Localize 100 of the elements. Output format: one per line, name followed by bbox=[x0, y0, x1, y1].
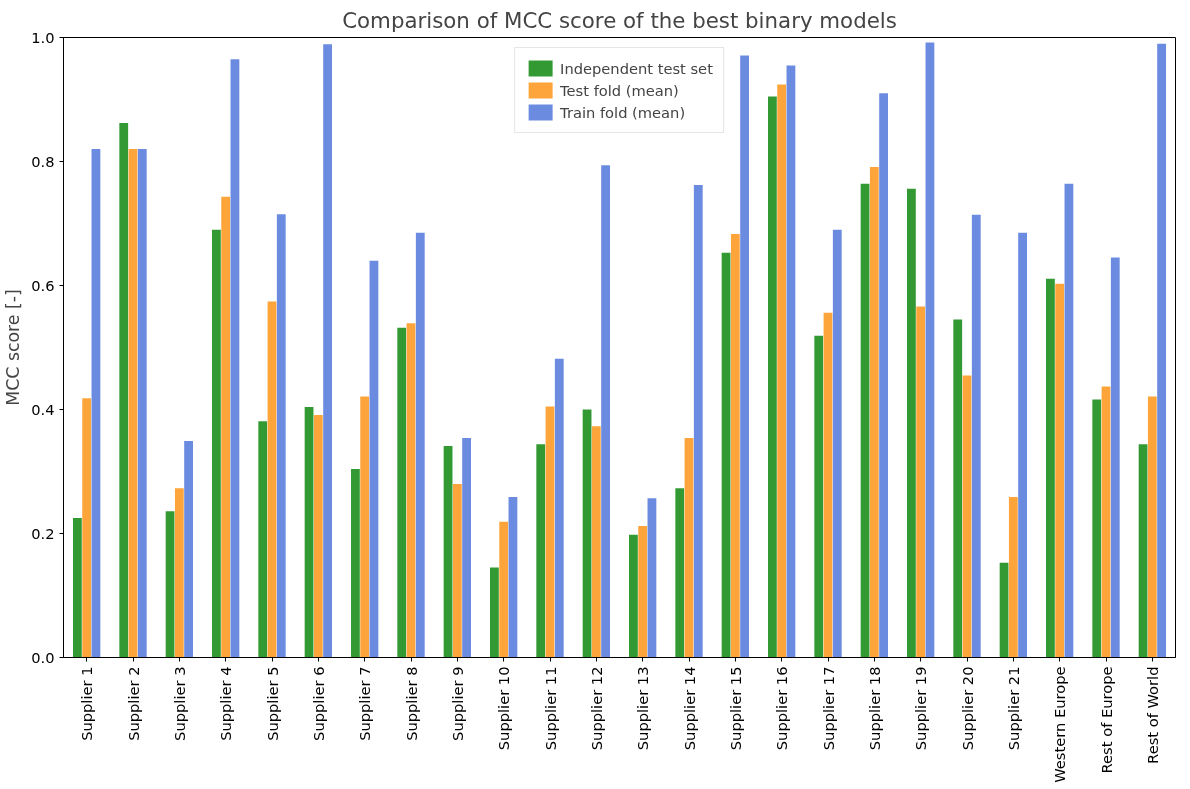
bar bbox=[452, 483, 462, 658]
bar bbox=[443, 446, 453, 658]
bar bbox=[1008, 496, 1018, 658]
bar bbox=[638, 526, 648, 658]
bar bbox=[119, 123, 129, 658]
bar bbox=[999, 562, 1009, 658]
bar bbox=[730, 234, 740, 658]
bar bbox=[582, 409, 592, 658]
x-tick-label: Western Europe bbox=[1051, 666, 1069, 783]
legend-label: Train fold (mean) bbox=[560, 103, 686, 121]
bar bbox=[675, 488, 685, 658]
x-tick-label: Supplier 21 bbox=[1004, 666, 1022, 751]
x-tick-label: Supplier 1 bbox=[78, 666, 96, 741]
y-tick-label: 0.4 bbox=[31, 400, 55, 418]
x-tick-label: Supplier 17 bbox=[819, 666, 837, 751]
x-tick-label: Supplier 5 bbox=[263, 666, 281, 741]
bar bbox=[971, 214, 981, 658]
bar bbox=[907, 188, 916, 658]
bar bbox=[221, 196, 231, 658]
x-tick-label: Supplier 11 bbox=[541, 666, 559, 751]
y-tick-label: 0.2 bbox=[31, 524, 55, 542]
bar bbox=[415, 232, 425, 658]
y-tick-label: 0.6 bbox=[31, 276, 55, 294]
bar bbox=[832, 229, 842, 658]
y-tick-label: 0.0 bbox=[31, 648, 55, 666]
x-tick-label: Supplier 12 bbox=[587, 666, 605, 751]
bar bbox=[212, 229, 221, 658]
x-tick-label: Supplier 6 bbox=[309, 666, 327, 741]
bar bbox=[128, 149, 138, 658]
x-tick-label: Supplier 20 bbox=[958, 666, 976, 751]
bar bbox=[91, 149, 101, 658]
bar bbox=[768, 96, 777, 658]
bar bbox=[916, 306, 926, 658]
x-tick-label: Supplier 19 bbox=[912, 666, 930, 751]
bar bbox=[953, 319, 963, 658]
legend-label: Independent test set bbox=[560, 59, 713, 77]
bar bbox=[629, 534, 638, 658]
bar bbox=[693, 185, 703, 658]
x-tick-label: Supplier 8 bbox=[402, 666, 420, 741]
bar bbox=[740, 55, 749, 658]
bar bbox=[545, 406, 555, 658]
bar bbox=[174, 488, 184, 658]
bar bbox=[1147, 396, 1157, 658]
bar bbox=[397, 327, 407, 658]
chart-title: Comparison of MCC score of the best binary models bbox=[342, 7, 897, 33]
x-tick-label: Supplier 16 bbox=[773, 666, 791, 751]
x-tick-label: Supplier 9 bbox=[448, 666, 466, 741]
bar bbox=[137, 149, 147, 658]
bar bbox=[1064, 183, 1074, 658]
x-tick-label: Supplier 15 bbox=[726, 666, 744, 751]
x-tick-label: Supplier 4 bbox=[217, 666, 235, 741]
bar bbox=[869, 167, 879, 658]
bar bbox=[647, 498, 657, 658]
x-tick-label: Rest of World bbox=[1143, 666, 1161, 764]
x-tick-label: Supplier 3 bbox=[170, 666, 188, 741]
bar bbox=[406, 323, 416, 658]
bar bbox=[601, 165, 610, 658]
bar bbox=[860, 183, 870, 658]
bar bbox=[1092, 399, 1102, 658]
bar bbox=[1101, 386, 1111, 658]
x-tick-label: Supplier 14 bbox=[680, 666, 698, 751]
bar bbox=[554, 358, 564, 658]
y-axis-title: MCC score [-] bbox=[3, 289, 24, 406]
bar bbox=[369, 260, 379, 658]
bar bbox=[536, 444, 546, 658]
bar bbox=[962, 375, 972, 658]
bar bbox=[684, 438, 694, 658]
legend-label: Test fold (mean) bbox=[560, 81, 679, 99]
bar bbox=[351, 469, 360, 658]
bar bbox=[267, 301, 277, 658]
bar bbox=[462, 438, 471, 658]
bar bbox=[258, 421, 268, 658]
x-tick-label: Supplier 7 bbox=[356, 666, 374, 741]
bar bbox=[1138, 444, 1148, 658]
bar bbox=[499, 521, 509, 658]
bar bbox=[230, 59, 240, 658]
bar bbox=[82, 398, 92, 658]
bar bbox=[1055, 283, 1065, 658]
x-tick-label: Supplier 10 bbox=[495, 666, 513, 751]
x-tick-label: Supplier 13 bbox=[634, 666, 652, 751]
bar bbox=[721, 252, 731, 658]
bar bbox=[313, 415, 323, 658]
bar bbox=[591, 426, 601, 658]
bar bbox=[823, 312, 833, 658]
bar bbox=[814, 335, 824, 658]
x-tick-label: Rest of Europe bbox=[1097, 666, 1115, 774]
bar bbox=[304, 407, 314, 658]
bar bbox=[1018, 232, 1027, 658]
bar bbox=[276, 214, 286, 658]
y-tick-label: 0.8 bbox=[31, 152, 55, 170]
bar bbox=[360, 396, 370, 658]
x-tick-label: Supplier 18 bbox=[865, 666, 883, 751]
y-tick-label: 1.0 bbox=[31, 28, 55, 46]
bar bbox=[1110, 257, 1120, 658]
bar bbox=[490, 567, 499, 658]
bar bbox=[1157, 43, 1166, 658]
x-tick-label: Supplier 2 bbox=[124, 666, 142, 741]
bar bbox=[508, 496, 518, 658]
bar bbox=[165, 511, 175, 658]
bar bbox=[73, 518, 82, 658]
